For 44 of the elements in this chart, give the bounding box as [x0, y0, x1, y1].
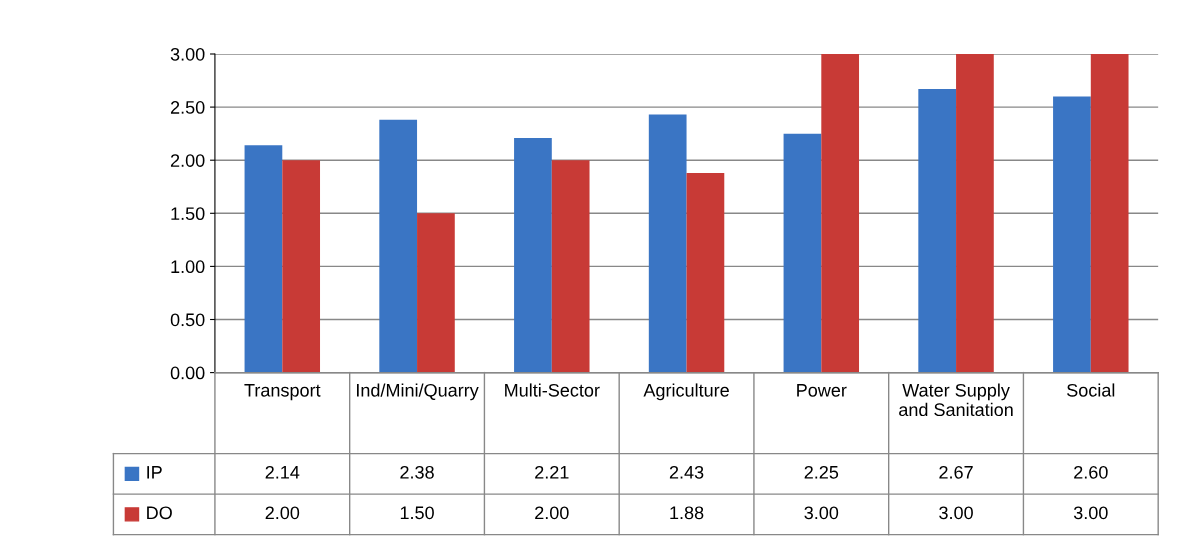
data-label: 2.00: [535, 506, 569, 520]
bar: [956, 54, 994, 373]
x-tick-label: Transport: [244, 384, 321, 401]
x-tick-label: Social: [1067, 383, 1115, 397]
bar: [783, 133, 822, 373]
y-tick-label: 3.00: [170, 47, 205, 61]
y-tick-label: 2.00: [170, 154, 205, 167]
data-label: 2.25: [804, 465, 839, 479]
data-label: 2.21: [535, 465, 569, 479]
data-label: 3.00: [1073, 506, 1108, 520]
x-tick-label: Power: [797, 384, 847, 397]
data-label: 2.00: [265, 506, 300, 520]
bar: [648, 114, 687, 373]
bar: [918, 89, 957, 373]
data-label: 2.43: [669, 465, 704, 479]
bar: [244, 145, 283, 373]
bar: [1053, 96, 1091, 373]
bar: [686, 172, 725, 373]
legend-label: IP: [147, 466, 162, 479]
y-tick-label: 1.00: [171, 260, 205, 274]
x-tick-label: Ind/Mini/Quarry: [357, 383, 479, 401]
bar: [1090, 54, 1129, 373]
data-label: 2.60: [1074, 465, 1108, 479]
bar: [551, 160, 590, 373]
data-label: 1.88: [670, 506, 704, 520]
x-tick-label: Water Supply and Sanitation: [899, 383, 1013, 417]
x-tick-label: Agriculture: [643, 383, 729, 401]
bar: [417, 213, 455, 373]
bar: [282, 160, 321, 373]
data-label: 2.67: [939, 465, 973, 479]
legend-label: DO: [147, 506, 172, 520]
data-label: 3.00: [939, 506, 973, 520]
data-label: 1.50: [400, 506, 434, 520]
bar: [821, 54, 860, 373]
y-tick-label: 1.50: [171, 207, 205, 221]
bar: [514, 137, 552, 373]
data-label: 2.38: [400, 465, 434, 479]
x-tick-label: Multi-Sector: [505, 383, 600, 397]
y-tick-label: 0.00: [170, 366, 205, 380]
y-tick-label: 0.50: [170, 313, 205, 327]
y-tick-label: 2.50: [170, 101, 205, 114]
bar: [379, 119, 418, 373]
data-label: 2.14: [265, 465, 300, 479]
data-label: 3.00: [804, 506, 839, 520]
